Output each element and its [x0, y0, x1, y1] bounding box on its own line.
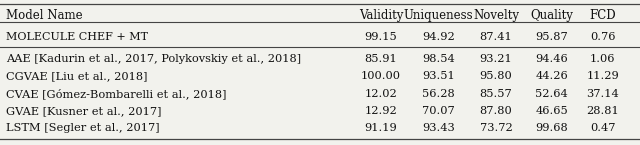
Text: Model Name: Model Name: [6, 9, 83, 22]
Text: 52.64: 52.64: [535, 89, 568, 98]
Text: 37.14: 37.14: [586, 89, 620, 98]
Text: Quality: Quality: [531, 9, 573, 22]
Text: 95.87: 95.87: [535, 32, 568, 42]
Text: 100.00: 100.00: [361, 71, 401, 81]
Text: 93.51: 93.51: [422, 71, 455, 81]
Text: 46.65: 46.65: [535, 106, 568, 116]
Text: 99.68: 99.68: [535, 123, 568, 133]
Text: 85.57: 85.57: [479, 89, 513, 98]
Text: 91.19: 91.19: [364, 123, 397, 133]
Text: 56.28: 56.28: [422, 89, 455, 98]
Text: 12.92: 12.92: [364, 106, 397, 116]
Text: 73.72: 73.72: [479, 123, 513, 133]
Text: 70.07: 70.07: [422, 106, 455, 116]
Text: 11.29: 11.29: [586, 71, 620, 81]
Text: 99.15: 99.15: [364, 32, 397, 42]
Text: 0.47: 0.47: [590, 123, 616, 133]
Text: 87.41: 87.41: [479, 32, 513, 42]
Text: 1.06: 1.06: [590, 54, 616, 64]
Text: CGVAE [Liu et al., 2018]: CGVAE [Liu et al., 2018]: [6, 71, 148, 81]
Text: 44.26: 44.26: [535, 71, 568, 81]
Text: 98.54: 98.54: [422, 54, 455, 64]
Text: MOLECULE CHEF + MT: MOLECULE CHEF + MT: [6, 32, 148, 42]
Text: 28.81: 28.81: [586, 106, 620, 116]
Text: Uniqueness: Uniqueness: [404, 9, 473, 22]
Text: GVAE [Kusner et al., 2017]: GVAE [Kusner et al., 2017]: [6, 106, 162, 116]
Text: CVAE [Gómez-Bombarelli et al., 2018]: CVAE [Gómez-Bombarelli et al., 2018]: [6, 88, 227, 99]
Text: 95.80: 95.80: [479, 71, 513, 81]
Text: 85.91: 85.91: [364, 54, 397, 64]
Text: Novelty: Novelty: [473, 9, 519, 22]
Text: 93.43: 93.43: [422, 123, 455, 133]
Text: LSTM [Segler et al., 2017]: LSTM [Segler et al., 2017]: [6, 123, 160, 133]
Text: FCD: FCD: [589, 9, 616, 22]
Text: 12.02: 12.02: [364, 89, 397, 98]
Text: Validity: Validity: [358, 9, 403, 22]
Text: 0.76: 0.76: [590, 32, 616, 42]
Text: 93.21: 93.21: [479, 54, 513, 64]
Text: 94.46: 94.46: [535, 54, 568, 64]
Text: 87.80: 87.80: [479, 106, 513, 116]
Text: AAE [Kadurin et al., 2017, Polykovskiy et al., 2018]: AAE [Kadurin et al., 2017, Polykovskiy e…: [6, 54, 301, 64]
Text: 94.92: 94.92: [422, 32, 455, 42]
